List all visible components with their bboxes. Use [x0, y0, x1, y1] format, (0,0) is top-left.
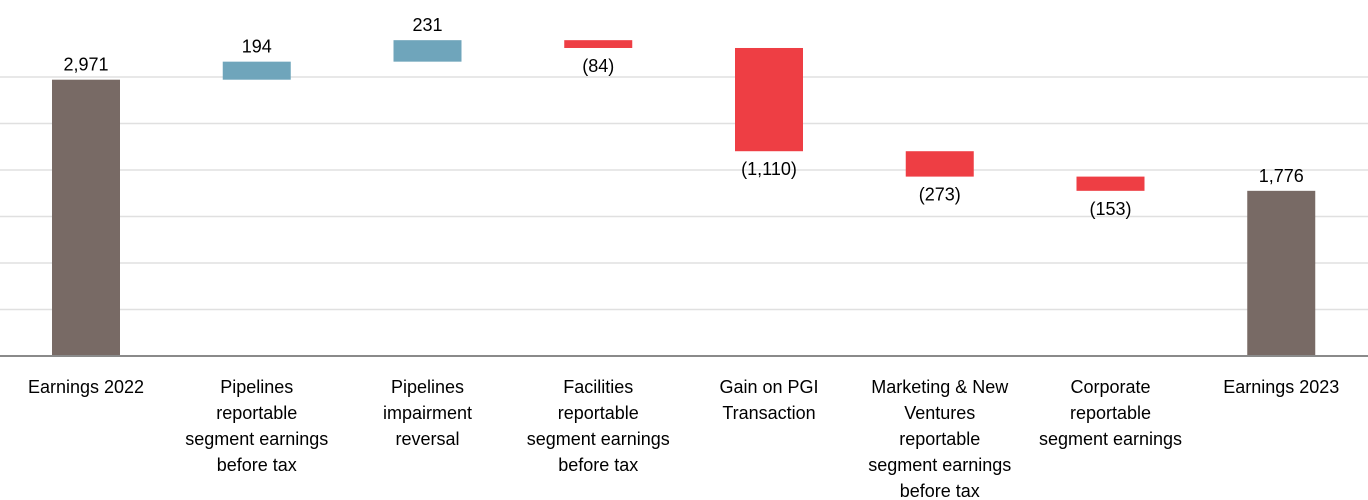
category-label-line: Earnings 2023	[1223, 377, 1339, 397]
category-label-4: Gain on PGI Transaction	[719, 377, 818, 423]
category-label-line: before tax	[900, 481, 980, 500]
value-label-1: 194	[242, 37, 272, 57]
value-label-4: (1,110)	[741, 159, 797, 179]
bar-7	[1247, 190, 1316, 356]
category-label-line: reversal	[395, 429, 459, 449]
category-label-line: impairment	[383, 403, 472, 423]
category-label-3: Facilities reportable segment earnings befo…	[527, 377, 670, 475]
category-label-line: segment earnings	[185, 429, 328, 449]
bar-6	[1076, 176, 1145, 191]
value-label-5: (273)	[919, 185, 961, 205]
category-label-5: Marketing & New Ventures reportable segment…	[868, 377, 1011, 500]
category-labels: Earnings 2022 Pipelines reportable segment …	[28, 377, 1339, 500]
bar-4	[735, 47, 803, 152]
category-label-line: reportable	[899, 429, 980, 449]
bar-1	[222, 61, 291, 80]
category-label-line: segment earnings	[527, 429, 670, 449]
category-label-6: Corporate reportable segment earnings	[1039, 377, 1182, 449]
bars	[52, 40, 1316, 357]
category-label-line: Gain on PGI	[719, 377, 818, 397]
category-label-line: reportable	[558, 403, 639, 423]
category-label-line: segment earnings	[1039, 429, 1182, 449]
value-label-6: (153)	[1089, 199, 1131, 219]
value-label-0: 2,971	[63, 55, 108, 75]
value-label-3: (84)	[582, 56, 614, 76]
category-label-line: Pipelines	[391, 377, 464, 397]
category-label-7: Earnings 2023	[1223, 377, 1339, 397]
category-label-line: Marketing & New	[871, 377, 1009, 397]
value-labels: 2,971 194 231 (84) (1,110) (273) (153) 1,776	[63, 15, 1303, 219]
category-label-1: Pipelines reportable segment earnings befor…	[185, 377, 328, 475]
category-label-line: reportable	[216, 403, 297, 423]
category-label-line: Facilities	[563, 377, 633, 397]
category-label-0: Earnings 2022	[28, 377, 144, 397]
category-label-2: Pipelines impairment reversal	[383, 377, 472, 449]
category-label-line: before tax	[558, 455, 638, 475]
category-label-line: before tax	[217, 455, 297, 475]
value-label-7: 1,776	[1259, 166, 1304, 186]
bar-0	[52, 79, 120, 357]
category-label-line: Transaction	[722, 403, 815, 423]
category-label-line: reportable	[1070, 403, 1151, 423]
category-label-line: Ventures	[904, 403, 975, 423]
category-label-line: Corporate	[1070, 377, 1150, 397]
category-label-line: Pipelines	[220, 377, 293, 397]
bar-3	[564, 40, 633, 48]
bar-2	[393, 40, 462, 62]
category-label-line: segment earnings	[868, 455, 1011, 475]
category-label-line: Earnings 2022	[28, 377, 144, 397]
value-label-2: 231	[412, 15, 442, 35]
gridlines	[0, 76, 1368, 311]
bar-5	[905, 151, 974, 177]
